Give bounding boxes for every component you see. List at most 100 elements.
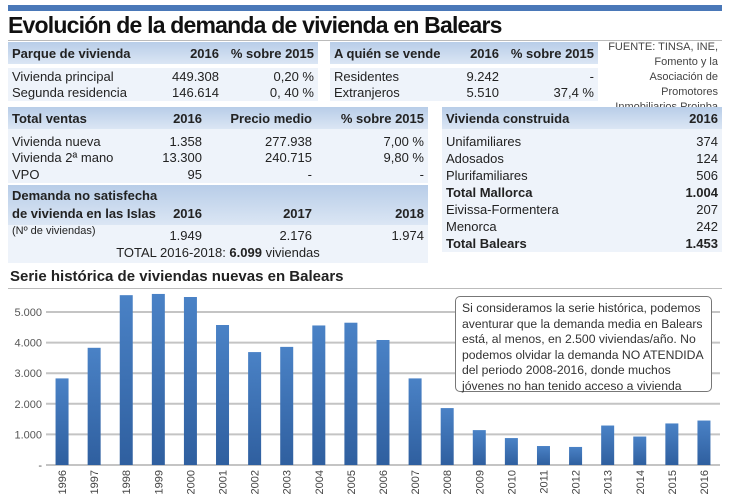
header: % sobre 2015 <box>340 110 424 126</box>
cell: VPO <box>12 166 40 182</box>
y-tick-label: 2.000 <box>14 399 42 411</box>
bar-1997 <box>87 347 101 465</box>
table-row: Plurifamiliares 506 <box>442 167 722 184</box>
header: A quién se vende <box>334 45 441 61</box>
cell: - <box>419 166 424 182</box>
cell: 1.974 <box>391 227 424 243</box>
x-tick-label: 2012 <box>571 470 583 494</box>
table-row: Extranjeros 5.510 37,4 % <box>330 84 598 101</box>
bar-2006 <box>376 339 390 465</box>
cell: 37,4 % <box>553 85 594 101</box>
cell: 7,00 % <box>383 133 424 149</box>
cell: Menorca <box>446 219 497 234</box>
header: Vivienda construida <box>446 110 570 126</box>
y-tick-label: 5.000 <box>14 307 42 319</box>
ventas-table: Total ventas 2016 Precio medio % sobre 2015… <box>8 107 428 183</box>
cell: 95 <box>187 166 202 182</box>
bar-2002 <box>248 352 262 465</box>
x-tick-label: 2014 <box>635 470 647 494</box>
cell: 0,20 % <box>273 68 314 84</box>
total-unit: viviendas <box>261 245 320 260</box>
cell: 9.242 <box>466 68 499 84</box>
x-tick-label: 2003 <box>282 470 294 494</box>
bar-1998 <box>119 295 133 465</box>
demanda-total: TOTAL 2016-2018: 6.099 viviendas <box>8 245 428 263</box>
x-tick-label: 2011 <box>538 470 550 494</box>
header: 2016 <box>190 45 219 61</box>
bar-2001 <box>216 325 230 465</box>
cell: Total Mallorca <box>446 185 533 200</box>
header: Precio medio <box>230 110 312 126</box>
bar-2009 <box>472 430 486 465</box>
vende-table: A quién se vende 2016 % sobre 2015 Residen… <box>330 42 598 101</box>
bar-2013 <box>601 425 615 465</box>
y-tick-label: 4.000 <box>14 338 42 350</box>
cell: 277.938 <box>265 133 312 149</box>
y-tick-label: - <box>38 460 42 472</box>
top-bar <box>8 5 722 11</box>
header: Total ventas <box>12 110 87 126</box>
x-tick-label: 2015 <box>667 470 679 494</box>
x-tick-label: 2001 <box>218 470 230 494</box>
cell: 1.358 <box>169 133 202 149</box>
cell: 240.715 <box>265 150 312 166</box>
cell: - <box>589 68 594 84</box>
header: Parque de vivienda <box>12 45 131 61</box>
x-tick-label: 1996 <box>57 470 69 494</box>
header: 2018 <box>395 206 424 221</box>
x-tick-label: 1998 <box>121 470 133 494</box>
cell: Vivienda 2ª mano <box>12 150 114 166</box>
cell: 1.949 <box>169 227 202 243</box>
cell: Segunda residencia <box>12 85 127 101</box>
x-tick-label: 2013 <box>603 470 615 494</box>
header: 2016 <box>173 206 202 221</box>
cell: Unifamiliares <box>446 134 522 149</box>
table-row: Menorca 242 <box>442 218 722 235</box>
cell: - <box>307 166 312 182</box>
bar-2012 <box>569 446 583 465</box>
cell: Vivienda nueva <box>12 133 101 149</box>
header: 2016 <box>689 110 718 126</box>
table-row: (Nº de viviendas) 1.949 2.176 1.974 <box>8 225 428 245</box>
table-row: Vivienda nueva 1.358 277.938 7,00 % <box>8 133 428 150</box>
table-row: Unifamiliares 374 <box>442 133 722 150</box>
x-tick-label: 2004 <box>314 470 326 494</box>
cell: Residentes <box>334 68 400 84</box>
bar-1996 <box>55 378 69 465</box>
annotation-box: Si consideramos la serie histórica, pode… <box>455 296 712 393</box>
x-tick-label: 2016 <box>699 470 711 494</box>
cell: 2.176 <box>279 227 312 243</box>
bar-2003 <box>280 346 294 465</box>
bar-1999 <box>151 293 165 465</box>
cell: 242 <box>696 219 718 234</box>
header: 2016 <box>470 45 499 61</box>
cell: (Nº de viviendas) <box>12 225 96 237</box>
parque-table: Parque de vivienda 2016 % sobre 2015 Vivie… <box>8 42 318 101</box>
x-tick-label: 2007 <box>410 470 422 494</box>
table-row: Vivienda principal 449.308 0,20 % <box>8 68 318 85</box>
table-row: Adosados 124 <box>442 150 722 167</box>
cell: 449.308 <box>172 68 219 84</box>
cell: 374 <box>696 134 718 149</box>
table-row: Vivienda 2ª mano 13.300 240.715 9,80 % <box>8 150 428 167</box>
x-tick-label: 2008 <box>442 470 454 494</box>
y-tick-label: 3.000 <box>14 368 42 380</box>
bar-2005 <box>344 322 358 465</box>
cell: Vivienda principal <box>12 68 114 84</box>
cell: 13.300 <box>162 150 202 166</box>
y-tick-label: 1.000 <box>14 429 42 441</box>
cell: Plurifamiliares <box>446 168 528 183</box>
table-row: Eivissa-Formentera 207 <box>442 201 722 218</box>
page-title: Evolución de la demanda de vivienda en B… <box>8 12 502 38</box>
demanda-table: Demanda no satisfecha de vivienda en las… <box>8 185 428 263</box>
bar-2016 <box>697 420 711 465</box>
header: % sobre 2015 <box>230 45 314 61</box>
cell: 5.510 <box>466 85 499 101</box>
chart-title: Serie histórica de viviendas nuevas en B… <box>10 268 344 285</box>
cell: 9,80 % <box>383 150 424 166</box>
cell: Total Balears <box>446 236 527 251</box>
cell: 506 <box>696 168 718 183</box>
bar-2010 <box>504 438 518 465</box>
table-row: Residentes 9.242 - <box>330 68 598 85</box>
table-row: Segunda residencia 146.614 0, 40 % <box>8 84 318 101</box>
